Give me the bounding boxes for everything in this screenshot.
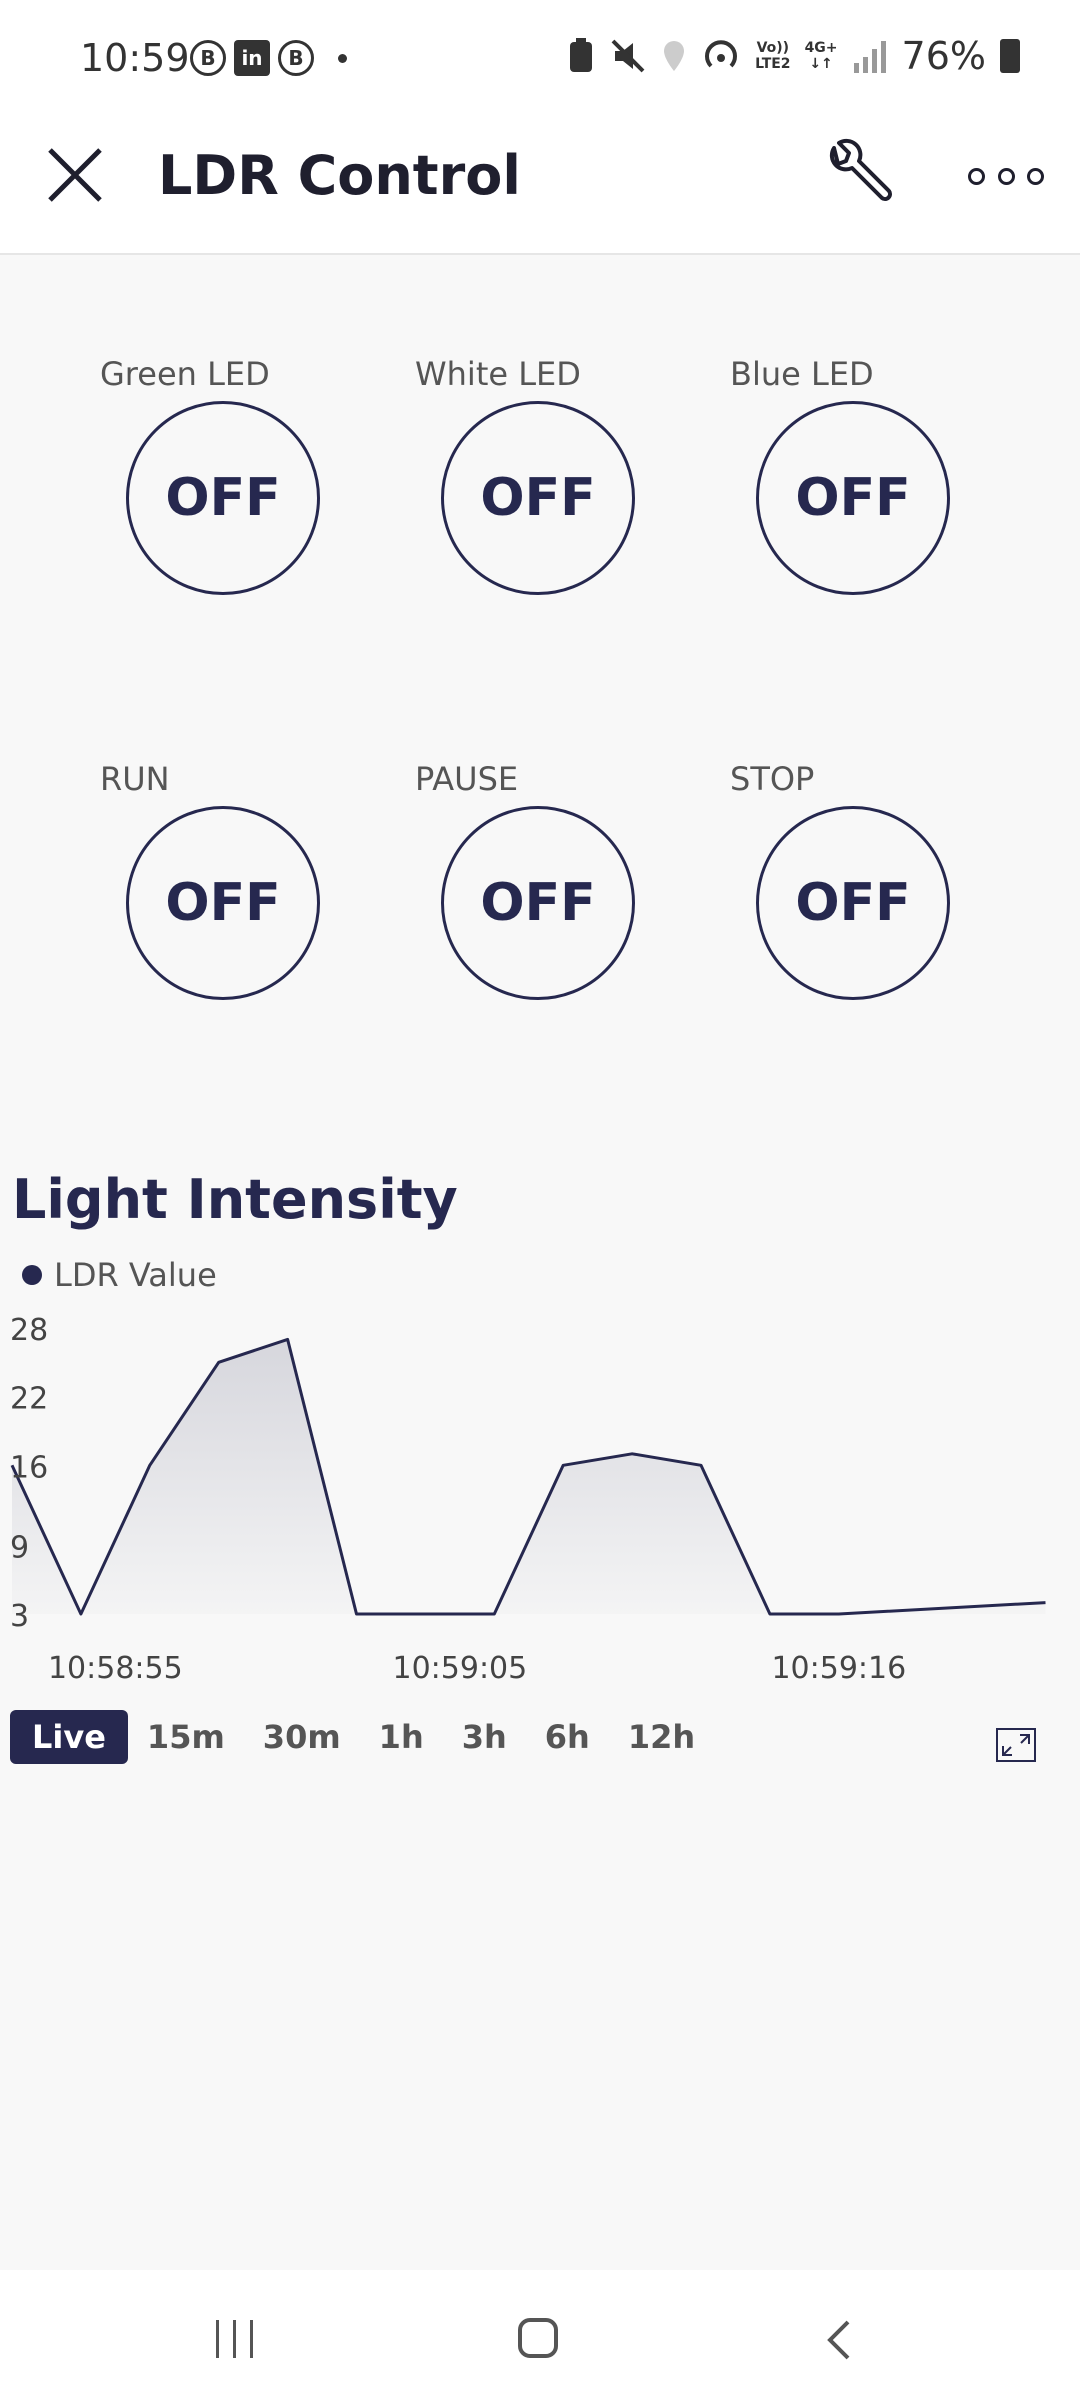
y-tick-label: 16 bbox=[10, 1450, 48, 1485]
recents-icon bbox=[216, 2320, 219, 2358]
switch-label: PAUSE bbox=[415, 760, 519, 798]
page-title: LDR Control bbox=[158, 144, 521, 207]
y-tick-label: 9 bbox=[10, 1530, 29, 1565]
more-dot-icon bbox=[1027, 167, 1044, 185]
hotspot-icon bbox=[705, 40, 738, 68]
whatsapp-business-icon: B bbox=[190, 40, 226, 76]
white-led-toggle[interactable]: OFF bbox=[441, 401, 635, 595]
battery-saver-icon bbox=[570, 38, 593, 72]
battery-percent: 76% bbox=[901, 34, 986, 78]
more-dot-icon bbox=[997, 167, 1015, 185]
switch-pause: PAUSE OFF bbox=[415, 760, 715, 1010]
switch-label: Green LED bbox=[100, 355, 270, 393]
volte-indicator: Vo)) LTE2 bbox=[755, 40, 791, 72]
chart-legend: LDR Value bbox=[22, 1256, 217, 1294]
switch-green-led: Green LED OFF bbox=[100, 355, 400, 605]
switch-state: OFF bbox=[165, 468, 281, 528]
switch-label: RUN bbox=[100, 760, 170, 798]
y-tick-label: 28 bbox=[10, 1313, 48, 1348]
switch-stop: STOP OFF bbox=[730, 760, 1030, 1010]
switch-label: Blue LED bbox=[730, 355, 874, 393]
expand-icon bbox=[1002, 1734, 1030, 1756]
switch-state: OFF bbox=[480, 468, 596, 528]
range-6h[interactable]: 6h bbox=[544, 1718, 590, 1756]
x-tick-label: 10:58:55 bbox=[48, 1651, 183, 1686]
status-time: 10:59 bbox=[80, 36, 190, 80]
system-icons: Vo)) LTE2 4G+ ↓↑ 76% bbox=[567, 34, 1020, 78]
stop-toggle[interactable]: OFF bbox=[756, 806, 950, 1000]
expand-chart-button[interactable] bbox=[996, 1728, 1036, 1762]
x-tick-label: 10:59:05 bbox=[392, 1651, 527, 1686]
notification-icons: B in B bbox=[190, 40, 347, 76]
switch-state: OFF bbox=[480, 873, 596, 933]
mute-icon bbox=[611, 39, 645, 73]
more-notifications-dot bbox=[338, 53, 347, 63]
legend-label: LDR Value bbox=[54, 1256, 217, 1294]
blue-led-toggle[interactable]: OFF bbox=[756, 401, 950, 595]
series-line bbox=[10, 1337, 1046, 1616]
switch-state: OFF bbox=[795, 468, 911, 528]
switch-run: RUN OFF bbox=[100, 760, 400, 1010]
app-bar: LDR Control bbox=[0, 110, 1080, 255]
x-tick-label: 10:59:16 bbox=[771, 1651, 906, 1686]
range-1h[interactable]: 1h bbox=[378, 1718, 424, 1756]
close-button[interactable] bbox=[40, 140, 110, 210]
switch-label: White LED bbox=[415, 355, 581, 393]
whatsapp-business-icon-2: B bbox=[278, 40, 314, 76]
battery-icon bbox=[1000, 39, 1020, 73]
pause-toggle[interactable]: OFF bbox=[441, 806, 635, 1000]
green-led-toggle[interactable]: OFF bbox=[126, 401, 320, 595]
more-dot-icon bbox=[968, 167, 985, 185]
switch-blue-led: Blue LED OFF bbox=[730, 355, 1030, 605]
light-intensity-chart[interactable]: 28 22 16 9 3 10:58:55 10:59:05 10:59:16 bbox=[0, 1300, 1080, 1690]
switch-white-led: White LED OFF bbox=[415, 355, 715, 605]
series-area bbox=[12, 1339, 1046, 1614]
range-3h[interactable]: 3h bbox=[461, 1718, 507, 1756]
run-toggle[interactable]: OFF bbox=[126, 806, 320, 1000]
recents-button[interactable] bbox=[216, 2320, 253, 2358]
signal-icon bbox=[853, 41, 886, 73]
range-30m[interactable]: 30m bbox=[262, 1718, 341, 1756]
back-button[interactable] bbox=[826, 2320, 852, 2360]
range-live[interactable]: Live bbox=[10, 1710, 128, 1764]
legend-dot-icon bbox=[22, 1265, 42, 1285]
home-button[interactable] bbox=[518, 2318, 558, 2358]
linkedin-icon: in bbox=[234, 40, 270, 76]
chart-title: Light Intensity bbox=[12, 1168, 458, 1231]
system-nav-bar bbox=[0, 2270, 1080, 2400]
data-indicator: 4G+ ↓↑ bbox=[804, 40, 838, 72]
switch-state: OFF bbox=[165, 873, 281, 933]
y-tick-label: 3 bbox=[10, 1599, 29, 1634]
close-icon bbox=[48, 148, 102, 202]
status-bar: 10:59 B in B Vo)) LTE2 4G+ ↓↑ 76% bbox=[0, 0, 1080, 110]
time-range-selector: Live 15m 30m 1h 3h 6h 12h bbox=[10, 1710, 714, 1764]
range-12h[interactable]: 12h bbox=[627, 1718, 696, 1756]
range-15m[interactable]: 15m bbox=[146, 1718, 225, 1756]
y-tick-label: 22 bbox=[10, 1382, 48, 1417]
location-icon bbox=[664, 41, 685, 71]
settings-button[interactable] bbox=[820, 138, 896, 214]
switch-state: OFF bbox=[795, 873, 911, 933]
more-options-button[interactable] bbox=[968, 146, 1044, 206]
switch-label: STOP bbox=[730, 760, 815, 798]
wrench-icon bbox=[829, 138, 892, 201]
